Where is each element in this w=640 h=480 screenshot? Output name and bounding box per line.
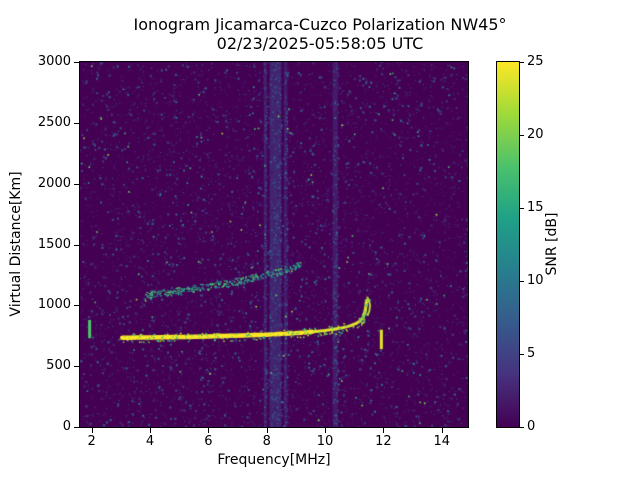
chart-subtitle: 02/23/2025-05:58:05 UTC (216, 34, 424, 53)
x-tick-label: 10 (316, 434, 334, 449)
y-tick-mark (74, 427, 79, 428)
x-tick-mark (325, 428, 327, 433)
colorbar-gradient-canvas (497, 62, 519, 427)
x-tick-mark (266, 428, 268, 433)
y-tick-label: 0 (62, 419, 71, 434)
y-tick-mark (74, 122, 79, 124)
x-tick-mark (91, 428, 93, 433)
x-tick-mark (150, 428, 151, 433)
colorbar-tick-label: 25 (527, 54, 544, 69)
x-axis-label: Frequency[MHz] (217, 452, 331, 468)
y-tick-label: 2500 (37, 114, 71, 130)
y-tick-label: 500 (46, 358, 71, 374)
x-tick-label: 12 (375, 434, 392, 449)
colorbar-label: SNR [dB] (544, 212, 560, 276)
y-tick-label: 1000 (37, 297, 71, 313)
colorbar-tick-mark (520, 135, 524, 136)
y-tick-mark (74, 244, 79, 246)
x-tick-label: 2 (87, 434, 96, 449)
colorbar-tick-label: 20 (527, 127, 544, 142)
plot-area (79, 61, 469, 428)
colorbar (496, 61, 520, 428)
colorbar-tick-label: 0 (527, 419, 536, 434)
y-tick-mark (74, 305, 79, 307)
y-tick-label: 3000 (37, 54, 71, 69)
y-tick-mark (74, 183, 79, 185)
x-tick-label: 14 (433, 434, 450, 449)
colorbar-tick-mark (520, 427, 524, 428)
colorbar-tick-mark (520, 354, 524, 355)
colorbar-tick-mark (520, 208, 524, 209)
y-tick-label: 2000 (37, 175, 71, 191)
ionogram-heatmap-canvas (80, 62, 468, 427)
y-tick-mark (74, 62, 79, 63)
colorbar-tick-label: 5 (527, 346, 536, 361)
x-tick-mark (383, 428, 385, 433)
colorbar-tick-mark (520, 281, 524, 282)
x-tick-mark (208, 428, 210, 433)
x-tick-label: 8 (262, 434, 271, 449)
y-axis-label: Virtual Distance[Km] (8, 171, 24, 317)
colorbar-tick-mark (520, 62, 524, 63)
x-tick-label: 4 (145, 434, 155, 449)
y-tick-label: 1500 (37, 236, 71, 252)
x-tick-label: 6 (204, 434, 213, 449)
y-tick-mark (74, 366, 79, 368)
chart-title: Ionogram Jicamarca-Cuzco Polarization NW… (133, 15, 507, 34)
colorbar-tick-label: 15 (527, 200, 544, 215)
x-tick-mark (441, 428, 443, 433)
colorbar-tick-label: 10 (527, 273, 544, 288)
